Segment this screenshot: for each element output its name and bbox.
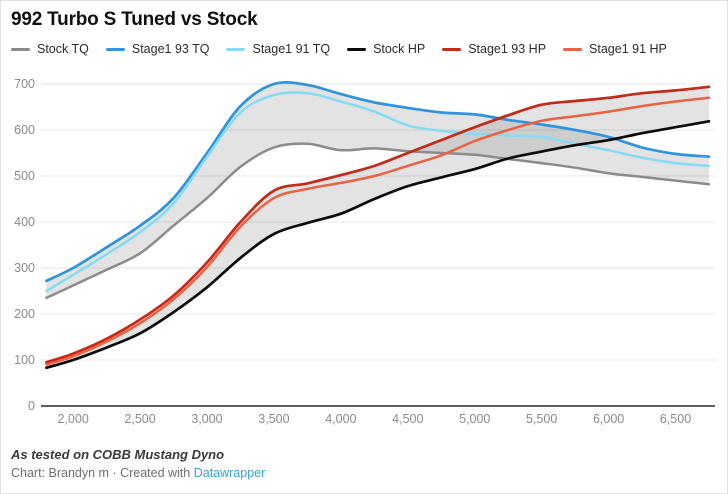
x-tick-label-5500: 5,500: [526, 412, 557, 426]
y-tick-label-100: 100: [14, 353, 35, 367]
legend: Stock TQ Stage1 93 TQ Stage1 91 TQ Stock HP…: [11, 42, 667, 56]
y-tick-label-400: 400: [14, 215, 35, 229]
datawrapper-link[interactable]: Datawrapper: [193, 466, 266, 481]
x-tick-label-4000: 4,000: [325, 412, 356, 426]
line-stock-hp[interactable]: [45, 119, 711, 370]
legend-label-stage1-93-hp: Stage1 93 HP: [468, 42, 547, 56]
line-stock-tq[interactable]: [45, 142, 711, 300]
x-tick-label-2500: 2,500: [124, 412, 155, 426]
chart-credit: Chart: Brandyn m · Created with Datawrap…: [11, 464, 265, 483]
x-tick-label-2000: 2,000: [57, 412, 88, 426]
line-stage1-93-hp[interactable]: [45, 85, 711, 364]
legend-label-stock-tq: Stock TQ: [37, 42, 89, 56]
legend-label-stage1-91-tq: Stage1 91 TQ: [252, 42, 331, 56]
x-tick-label-4500: 4,500: [392, 412, 423, 426]
legend-swatch-stage1-91-hp: [563, 47, 583, 51]
credit-text: Chart: Brandyn m · Created with: [11, 466, 194, 481]
chart-footer: As tested on COBB Mustang Dyno Chart: Br…: [11, 445, 265, 483]
chart-title: 992 Turbo S Tuned vs Stock: [11, 9, 258, 30]
chart-note: As tested on COBB Mustang Dyno: [11, 446, 225, 462]
line-stage1-93-tq[interactable]: [45, 80, 711, 283]
y-tick-label-200: 200: [14, 307, 35, 321]
x-tick-label-5000: 5,000: [459, 412, 490, 426]
line-stage1-91-tq[interactable]: [45, 91, 711, 293]
legend-item-stage1-93-hp: Stage1 93 HP: [442, 42, 546, 56]
legend-item-stage1-91-tq: Stage1 91 TQ: [226, 42, 330, 56]
x-tick-label-3500: 3,500: [258, 412, 289, 426]
legend-swatch-stage1-91-tq: [226, 47, 246, 51]
y-tick-label-600: 600: [14, 123, 35, 137]
legend-label-stock-hp: Stock HP: [373, 42, 426, 56]
y-tick-label-0: 0: [28, 399, 35, 413]
legend-label-stage1-91-hp: Stage1 91 HP: [589, 42, 667, 56]
legend-swatch-stock-tq: [11, 47, 30, 51]
legend-swatch-stage1-93-hp: [442, 47, 462, 51]
x-tick-label-6000: 6,000: [593, 412, 624, 426]
x-tick-label-6500: 6,500: [660, 412, 691, 426]
x-tick-label-3000: 3,000: [191, 412, 222, 426]
y-tick-label-700: 700: [14, 77, 35, 91]
y-tick-label-500: 500: [14, 169, 35, 183]
legend-item-stock-tq: Stock TQ: [11, 42, 89, 56]
y-tick-label-300: 300: [14, 261, 35, 275]
line-stage1-91-hp[interactable]: [45, 96, 711, 366]
legend-swatch-stage1-93-tq: [105, 47, 125, 51]
legend-item-stage1-93-tq: Stage1 93 TQ: [105, 42, 210, 56]
legend-label-stage1-93-tq: Stage1 93 TQ: [131, 42, 210, 56]
legend-item-stock-hp: Stock HP: [347, 42, 425, 56]
legend-swatch-stock-hp: [347, 47, 367, 51]
legend-item-stage1-91-hp: Stage1 91 HP: [563, 42, 667, 56]
